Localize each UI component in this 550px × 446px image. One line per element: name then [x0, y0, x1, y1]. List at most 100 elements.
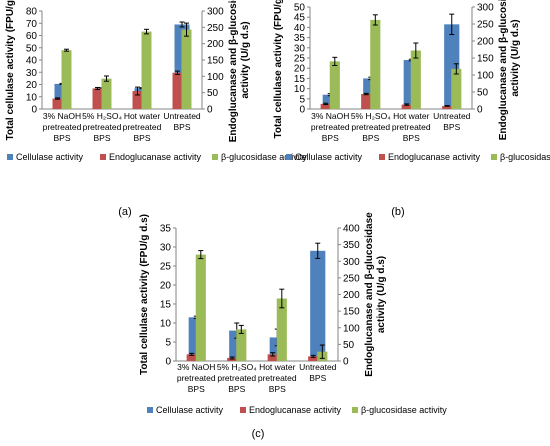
legend-swatch	[240, 407, 246, 413]
x-tick-label: pretreated	[311, 122, 350, 132]
bar--glucosidase-activity	[329, 61, 340, 109]
bar-endoglucanase-activity	[320, 103, 331, 109]
y-tick-label-left: 20	[26, 80, 38, 91]
x-tick-label: Hot water	[393, 111, 430, 121]
y-tick-label-left: 25	[294, 54, 306, 65]
x-tick-label: BPS	[443, 122, 460, 132]
x-tick-label: BPS	[309, 373, 326, 383]
x-tick-label: BPS	[93, 133, 110, 143]
x-tick-label: Untreated	[433, 111, 471, 121]
y-tick-label-right: 150	[477, 54, 494, 65]
y-tick-label-left: 40	[26, 56, 38, 67]
legend-label: β-glucosidase activity	[361, 405, 447, 415]
legend-swatch	[147, 407, 153, 413]
bar-endoglucanase-activity	[267, 354, 278, 361]
bar--glucosidase-activity	[236, 329, 247, 361]
x-tick-label: 5% H₂SO₄	[82, 111, 122, 121]
bar--glucosidase-activity	[410, 50, 421, 109]
y-tick-label-right: 400	[343, 224, 360, 235]
bar-endoglucanase-activity	[401, 104, 412, 109]
bar--glucosidase-activity	[195, 254, 206, 361]
bar-endoglucanase-activity	[52, 98, 63, 109]
y-tick-label-left: 10	[294, 84, 306, 95]
y-axis-title-left: Total cellulase activity (FPU/g d.s)	[5, 0, 16, 140]
y-tick-label-right: 100	[207, 72, 224, 83]
y-tick-label-left: 5	[299, 94, 305, 105]
x-tick-label: pretreated	[351, 122, 390, 132]
y-axis-title-left: Total cellulase activity (FPU/g d.s)	[273, 0, 284, 138]
x-tick-label: BPS	[269, 384, 286, 394]
legend-label: β-glucosidase activity	[221, 152, 307, 162]
bar--glucosidase-activity	[101, 78, 112, 109]
y-tick-label-right: 300	[477, 3, 494, 14]
y-tick-label-left: 30	[26, 68, 38, 79]
y-tick-label-left: 35	[294, 33, 306, 44]
bar-endoglucanase-activity	[172, 72, 183, 109]
y-tick-label-left: 0	[165, 357, 171, 368]
x-tick-label: pretreated	[123, 122, 162, 132]
y-tick-label-right: 250	[477, 20, 494, 31]
legend-swatch	[100, 154, 106, 160]
legend-label: Endoglucanase activity	[388, 152, 481, 162]
x-tick-label: BPS	[362, 133, 379, 143]
y-axis-title-right: Endoglucanase and β-glucosidase	[364, 212, 375, 377]
y-tick-label-left: 0	[31, 105, 37, 116]
y-tick-label-left: 70	[26, 19, 38, 30]
bar--glucosidase-activity	[370, 19, 381, 110]
y-tick-label-left: 0	[299, 105, 305, 116]
legend-swatch	[286, 154, 292, 160]
y-tick-label-right: 200	[207, 39, 224, 50]
panel-label: (c)	[252, 428, 265, 440]
y-tick-label-left: 15	[294, 74, 306, 85]
y-tick-label-right: 250	[207, 23, 224, 34]
y-tick-label-left: 50	[26, 43, 38, 54]
y-tick-label-left: 60	[26, 31, 38, 42]
panel-label: (b)	[391, 206, 404, 218]
legend-swatch	[212, 154, 218, 160]
x-tick-label: Untreated	[299, 362, 337, 372]
x-tick-label: pretreated	[43, 122, 82, 132]
x-tick-label: Untreated	[163, 111, 201, 121]
x-tick-label: 5% H₂SO₄	[217, 362, 257, 372]
x-tick-label: pretreated	[83, 122, 122, 132]
x-tick-label: pretreated	[217, 373, 256, 383]
y-tick-label-right: 100	[477, 71, 494, 82]
x-tick-label: 3% NaOH	[311, 111, 349, 121]
y-axis-title-left: Total cellulase activity (FPU/g d.s)	[139, 214, 150, 375]
x-tick-label: pretreated	[258, 373, 297, 383]
bar--glucosidase-activity	[141, 31, 152, 109]
bar-endoglucanase-activity	[308, 356, 319, 361]
y-tick-label-right: 300	[343, 257, 360, 268]
x-tick-label: Hot water	[259, 362, 296, 372]
y-tick-label-left: 45	[294, 13, 306, 24]
bar--glucosidase-activity	[181, 29, 192, 109]
x-tick-label: BPS	[188, 384, 205, 394]
chart-panel-3: 05101520253035050100150200250300350400To…	[139, 212, 447, 440]
bar--glucosidase-activity	[276, 298, 287, 361]
x-tick-label: 3% NaOH	[177, 362, 215, 372]
bar--glucosidase-activity	[451, 68, 462, 109]
legend-label: Cellulase activity	[295, 152, 363, 162]
legend-label: Cellulase activity	[156, 405, 224, 415]
x-tick-label: BPS	[403, 133, 420, 143]
x-tick-label: BPS	[228, 384, 245, 394]
legend-swatch	[352, 407, 358, 413]
bar--glucosidase-activity	[61, 50, 72, 109]
y-tick-label-right: 0	[343, 357, 349, 368]
y-tick-label-right: 200	[477, 37, 494, 48]
chart-panel-1: 01020304050607080050100150200250300Total…	[5, 0, 307, 218]
y-tick-label-right: 100	[343, 323, 360, 334]
legend-label: Cellulase activity	[16, 152, 84, 162]
legend-label: Endoglucanase activity	[109, 152, 202, 162]
y-axis-title-right: activity (U/g d.s)	[240, 21, 251, 98]
chart-panel-2: 05101520253035404550050100150200250300To…	[273, 0, 550, 218]
y-tick-label-right: 50	[477, 88, 489, 99]
legend-swatch	[7, 154, 13, 160]
y-tick-label-left: 10	[160, 319, 172, 330]
y-tick-label-right: 150	[343, 307, 360, 318]
y-axis-title-right: activity (U/g d.s)	[376, 256, 387, 333]
y-tick-label-left: 50	[294, 3, 306, 14]
y-tick-label-right: 300	[207, 7, 224, 18]
y-tick-label-right: 50	[343, 340, 355, 351]
